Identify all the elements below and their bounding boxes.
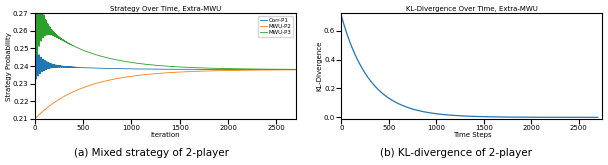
X-axis label: Time Steps: Time Steps (453, 132, 491, 138)
MWU-P2 (31, 118, 38, 120)
Text: (a) Mixed strategy of 2-player: (a) Mixed strategy of 2-player (75, 148, 229, 158)
MWU-P3 (168, 66, 176, 67)
MWU-P3 (292, 68, 299, 70)
Text: (b) KL-divergence of 2-player: (b) KL-divergence of 2-player (380, 148, 532, 158)
Line: Corr-P1: Corr-P1 (35, 48, 295, 79)
Corr-P1 (292, 69, 299, 71)
Corr-P1 (126, 68, 134, 70)
MWU-P2 (37, 112, 44, 114)
Corr-P1 (31, 64, 38, 66)
MWU-P3 (126, 61, 134, 63)
MWU-P2 (168, 71, 176, 73)
Corr-P1 (32, 47, 39, 49)
Y-axis label: Strategy Probability: Strategy Probability (5, 32, 12, 100)
MWU-P2 (292, 69, 299, 71)
MWU-P3 (207, 67, 214, 69)
Corr-P1 (46, 67, 54, 69)
Line: MWU-P2: MWU-P2 (35, 70, 295, 119)
Title: Strategy Over Time, Extra-MWU: Strategy Over Time, Extra-MWU (109, 6, 221, 12)
MWU-P2 (126, 75, 134, 77)
MWU-P3 (37, 40, 44, 42)
Corr-P1 (37, 67, 44, 69)
MWU-P3 (99, 56, 106, 58)
Legend: Corr-P1, MWU-P2, MWU-P3: Corr-P1, MWU-P2, MWU-P3 (258, 16, 293, 37)
Corr-P1 (168, 68, 176, 70)
Corr-P1 (99, 67, 106, 69)
Y-axis label: KL-Divergence: KL-Divergence (317, 41, 323, 91)
MWU-P3 (46, 33, 53, 35)
MWU-P2 (207, 70, 214, 72)
Corr-P1 (207, 68, 215, 70)
Title: KL-Divergence Over Time, Extra-MWU: KL-Divergence Over Time, Extra-MWU (406, 6, 538, 12)
Line: MWU-P3: MWU-P3 (35, 0, 295, 69)
MWU-P2 (46, 105, 53, 107)
X-axis label: Iteration: Iteration (151, 132, 180, 138)
Corr-P1 (32, 78, 40, 80)
MWU-P2 (99, 81, 106, 83)
